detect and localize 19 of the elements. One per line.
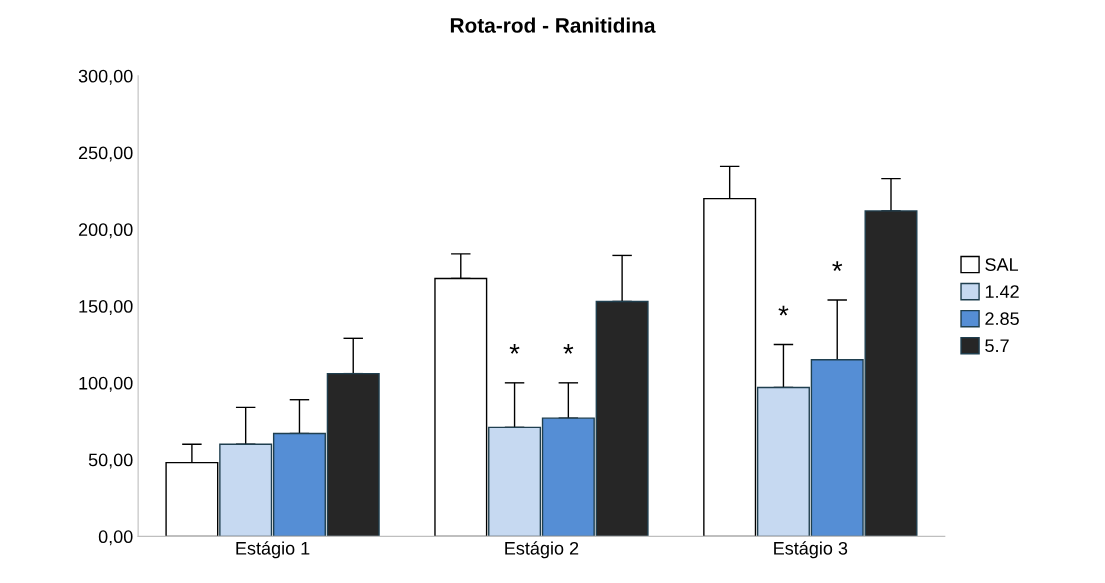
annotation: * [563, 344, 574, 354]
annotation: * [778, 305, 789, 316]
y-tick-label: 200,00 [78, 223, 133, 239]
y-tick-label: 100,00 [79, 376, 133, 392]
y-tick-label: 300,00 [78, 69, 133, 85]
legend-label: SAL [985, 258, 1019, 271]
legend-label: 2.85 [985, 312, 1019, 326]
y-tick-label: 250,00 [78, 146, 133, 162]
y-tick-label: 0,00 [98, 530, 133, 546]
x-tick-label: Estágio 3 [774, 541, 848, 559]
annotation: * [509, 344, 520, 354]
legend-label: 5.7 [985, 339, 1009, 353]
y-tick-label: 150,00 [79, 300, 133, 315]
legend-label: 1.42 [985, 285, 1019, 298]
x-tick-label: Estágio 1 [236, 541, 310, 559]
x-tick-label: Estágio 2 [505, 541, 579, 559]
annotation: * [832, 261, 843, 271]
chart-title: Rota-rod - Ranitidina [450, 17, 656, 33]
y-tick-label: 50,00 [88, 453, 133, 469]
